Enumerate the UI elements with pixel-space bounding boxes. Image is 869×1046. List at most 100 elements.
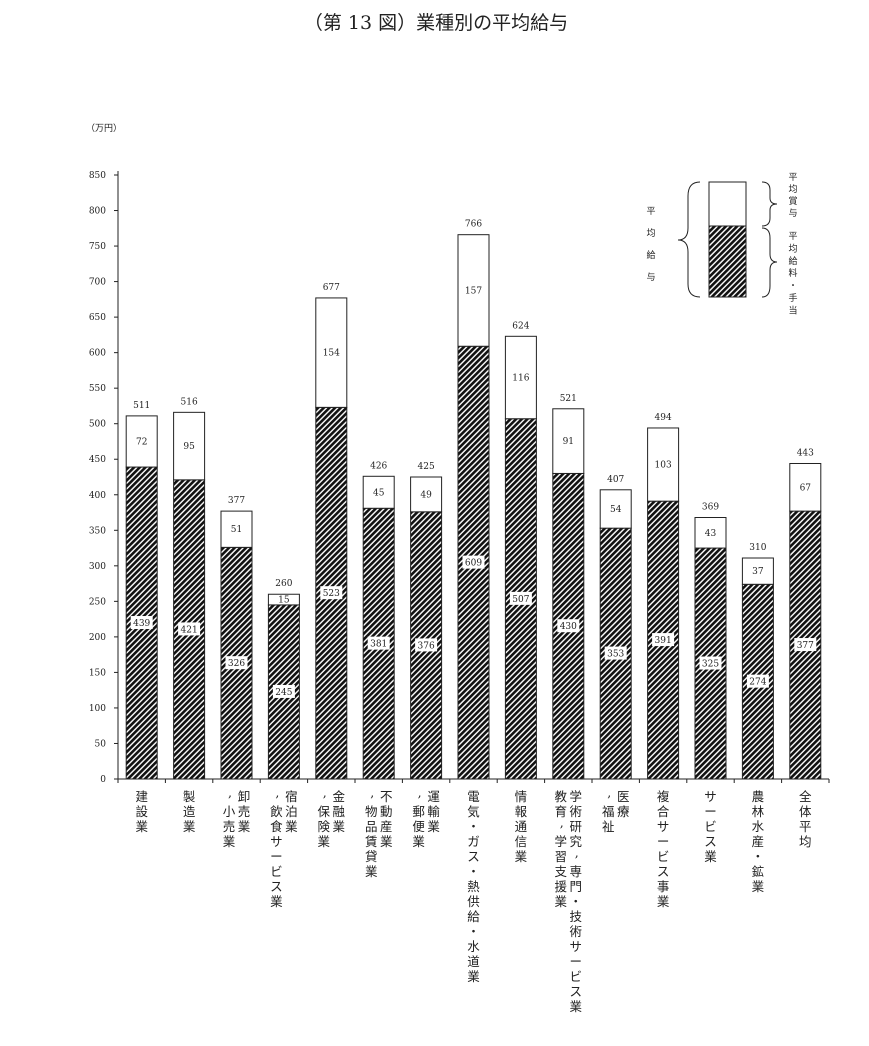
legend-label-bonus: 平均賞与 <box>788 172 797 219</box>
data-label-salary: 430 <box>560 622 577 632</box>
category-label-char: 業 <box>555 894 568 909</box>
data-label-bonus: 154 <box>323 349 340 359</box>
data-label-total: 677 <box>323 283 340 293</box>
category-label-char: 設 <box>135 804 148 819</box>
category-label-char: 卸 <box>238 789 251 804</box>
bar-segment-bonus <box>267 593 300 606</box>
data-label-total: 260 <box>275 579 292 589</box>
category-label-char: 小 <box>223 804 236 819</box>
category-label-char: 品 <box>365 819 378 834</box>
category-label-char: 究 <box>570 834 583 849</box>
category-label-char: 不 <box>380 789 393 804</box>
category-label-char: ー <box>270 849 283 864</box>
data-label-box <box>178 622 201 636</box>
category-label-char: 術 <box>570 924 583 939</box>
data-label-total: 426 <box>370 461 387 471</box>
data-label-salary: 377 <box>797 641 814 651</box>
category-label-char: ガ <box>467 834 480 849</box>
legend-brace-bonus <box>761 181 778 227</box>
category-label-char: ス <box>570 984 583 999</box>
y-tick-label: 600 <box>89 349 106 359</box>
y-tick-label: 800 <box>89 207 106 217</box>
category-label-char: 熱 <box>467 879 480 894</box>
y-tick-label: 750 <box>89 242 106 252</box>
category-label-char: 業 <box>570 999 583 1014</box>
data-label-salary: 523 <box>323 589 340 599</box>
category-label-char: 業 <box>238 819 251 834</box>
bar-segment-bonus <box>410 476 443 513</box>
category-label-char: 動 <box>380 804 393 819</box>
category-label-char: 売 <box>238 804 251 819</box>
y-tick-label: 150 <box>89 668 106 678</box>
category-label-char: 貸 <box>365 849 378 864</box>
category-label-char: 水 <box>752 819 765 834</box>
bar-segment-bonus <box>315 297 348 408</box>
data-label-bonus: 37 <box>752 567 764 577</box>
bar-segment-bonus <box>125 415 158 468</box>
category-label-char: 学 <box>555 834 568 849</box>
data-label-salary: 274 <box>749 678 766 688</box>
data-label-total: 407 <box>607 475 624 485</box>
category-label-char: ー <box>657 834 670 849</box>
category-label-char: 全 <box>799 789 812 804</box>
data-label-bonus: 43 <box>705 529 717 539</box>
data-label-box <box>557 619 580 633</box>
bar-segment-bonus <box>457 234 490 347</box>
category-label-char: 賃 <box>365 834 378 849</box>
category-label-char: 医 <box>617 789 630 804</box>
data-label-total: 624 <box>512 321 529 331</box>
category-label-char: 合 <box>657 804 670 819</box>
y-tick-label: 700 <box>89 278 106 288</box>
category-label-char: 業 <box>223 834 236 849</box>
category-label-char: 道 <box>467 954 480 969</box>
y-tick-label: 500 <box>89 420 106 430</box>
category-label-char: 研 <box>570 819 583 834</box>
category-label-char: 術 <box>570 804 583 819</box>
category-label-char: 業 <box>412 834 425 849</box>
category-label-char: 均 <box>799 834 812 849</box>
data-label-salary: 609 <box>465 559 482 569</box>
y-tick-label: 250 <box>89 597 106 607</box>
category-label-char: 飲 <box>270 804 283 819</box>
data-label-salary: 381 <box>370 640 387 650</box>
category-label-char: 祉 <box>602 819 615 834</box>
category-label-char: ・ <box>752 849 765 864</box>
category-label-char: ー <box>704 804 717 819</box>
category-label-char: 産 <box>752 834 765 849</box>
y-tick-label: 200 <box>89 633 106 643</box>
data-label-salary: 391 <box>655 636 672 646</box>
data-label-bonus: 91 <box>563 437 574 447</box>
category-label-char: ・ <box>570 894 583 909</box>
category-label-char: 食 <box>270 819 283 834</box>
data-label-bonus: 54 <box>610 505 622 515</box>
category-label-char: 建 <box>135 789 148 804</box>
data-label-total: 521 <box>560 394 577 404</box>
category-label-char: 複 <box>657 789 670 804</box>
category-label-char: 援 <box>555 879 568 894</box>
data-label-box <box>509 591 532 605</box>
bar-segment-bonus <box>599 489 632 529</box>
category-label-char: サ <box>657 819 670 834</box>
data-label-box <box>699 656 722 670</box>
category-label-char: 業 <box>365 864 378 879</box>
y-tick-label: 650 <box>89 313 106 323</box>
data-label-total: 494 <box>655 413 672 423</box>
category-label-char: , <box>575 845 579 860</box>
category-label-char: 宿 <box>285 789 298 804</box>
category-label-char: 供 <box>467 894 480 909</box>
data-label-bonus: 95 <box>183 442 195 452</box>
category-label-char: ・ <box>467 819 480 834</box>
category-label-char: 売 <box>223 819 236 834</box>
data-label-total: 511 <box>133 401 150 411</box>
category-label-char: ビ <box>570 969 583 984</box>
data-label-salary: 439 <box>133 619 150 629</box>
category-label-char: 製 <box>183 789 196 804</box>
category-label-char: ス <box>704 834 717 849</box>
y-tick-label: 850 <box>89 171 106 181</box>
y-tick-label: 400 <box>89 491 106 501</box>
legend-label-total: 平均給与 <box>646 206 655 283</box>
data-label-bonus: 157 <box>465 286 482 296</box>
data-label-box <box>652 633 675 647</box>
